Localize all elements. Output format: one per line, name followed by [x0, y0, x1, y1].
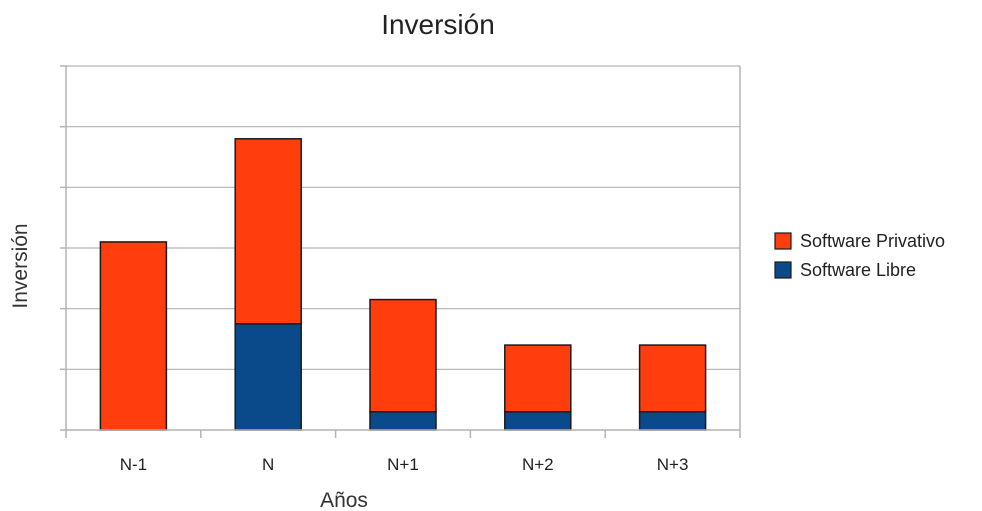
- gridlines: [66, 65, 740, 370]
- bar-segment: [234, 323, 302, 431]
- bars: [99, 138, 707, 431]
- bar-segment: [369, 298, 437, 413]
- bar-segment: [638, 344, 707, 413]
- x-tick-label: N+1: [387, 455, 419, 474]
- y-axis-title: Inversión: [9, 223, 32, 308]
- chart-title: Inversión: [381, 9, 495, 40]
- bar-segment: [638, 411, 707, 431]
- x-tick-label: N: [262, 455, 274, 474]
- legend: Software Privativo Software Libre: [774, 231, 945, 280]
- x-tick-label: N-1: [120, 455, 147, 474]
- legend-label: Software Privativo: [800, 231, 945, 251]
- legend-label: Software Libre: [800, 260, 916, 280]
- bar-segment: [99, 241, 168, 431]
- bar-segment: [234, 138, 302, 325]
- bar-segment: [369, 411, 437, 431]
- x-tick-labels: N-1 N N+1 N+2 N+3: [120, 455, 689, 474]
- legend-swatch: [774, 261, 792, 279]
- x-tick-label: N+3: [657, 455, 689, 474]
- axes: [60, 65, 741, 438]
- legend-swatch: [774, 232, 792, 250]
- bar-segment: [504, 411, 572, 431]
- x-tick-label: N+2: [522, 455, 554, 474]
- x-axis-title: Años: [320, 489, 368, 511]
- bar-segment: [504, 344, 572, 413]
